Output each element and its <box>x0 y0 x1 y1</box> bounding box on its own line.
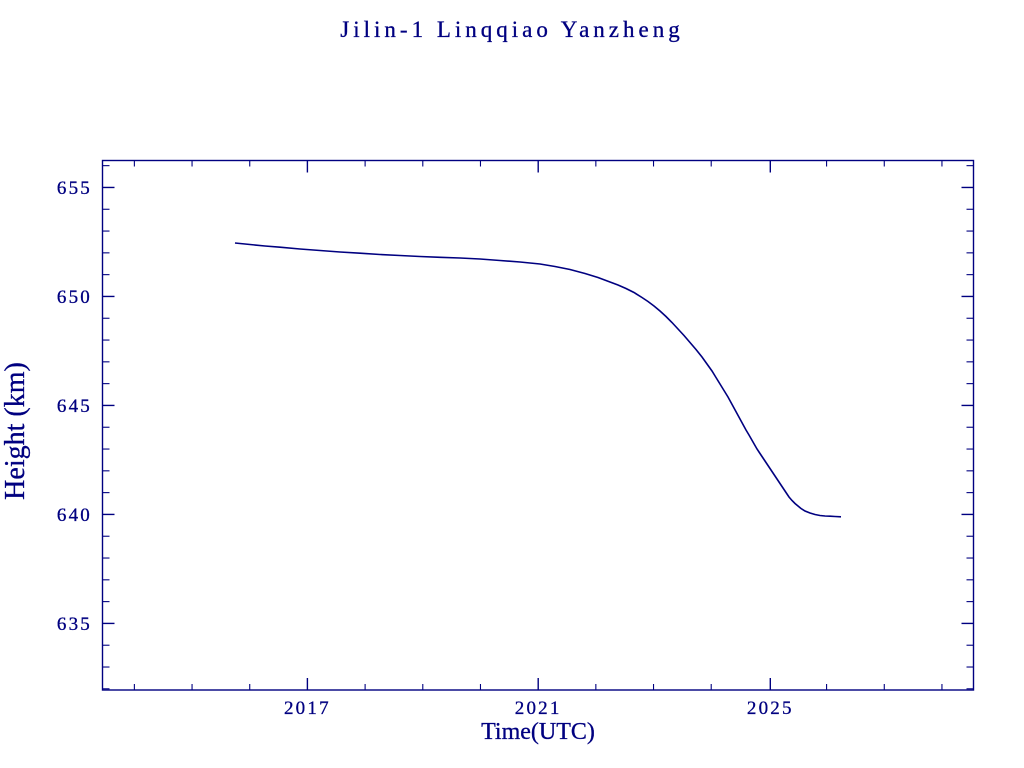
svg-text:2021: 2021 <box>515 698 562 719</box>
svg-text:2025: 2025 <box>747 698 794 719</box>
svg-text:645: 645 <box>57 396 92 417</box>
svg-text:Time(UTC): Time(UTC) <box>481 719 595 745</box>
svg-text:635: 635 <box>57 614 92 635</box>
svg-text:640: 640 <box>57 505 92 526</box>
svg-text:2017: 2017 <box>284 698 331 719</box>
svg-text:650: 650 <box>57 287 92 308</box>
svg-text:Height (km): Height (km) <box>0 362 31 500</box>
svg-text:Jilin-1 Linqqiao Yanzheng: Jilin-1 Linqqiao Yanzheng <box>340 17 683 42</box>
svg-text:655: 655 <box>57 178 92 199</box>
